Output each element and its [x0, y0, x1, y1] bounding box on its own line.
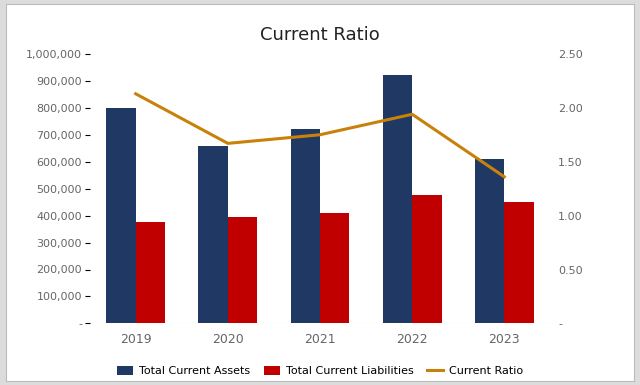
Bar [475, 159, 504, 323]
Bar [383, 75, 412, 323]
Current Ratio [316, 132, 324, 137]
Bar [412, 196, 442, 323]
Title: Current Ratio: Current Ratio [260, 26, 380, 44]
Current Ratio [224, 141, 232, 146]
Bar [320, 213, 349, 323]
Current Ratio [132, 92, 140, 96]
Bar [106, 108, 136, 323]
Current Ratio [408, 112, 416, 117]
Bar [198, 146, 228, 323]
Bar [504, 202, 534, 323]
Bar [136, 223, 165, 323]
Bar [228, 217, 257, 323]
Legend: Total Current Assets, Total Current Liabilities, Current Ratio: Total Current Assets, Total Current Liab… [113, 361, 527, 381]
Current Ratio [500, 174, 508, 179]
Bar [291, 129, 320, 323]
Line: Current Ratio: Current Ratio [136, 94, 504, 177]
